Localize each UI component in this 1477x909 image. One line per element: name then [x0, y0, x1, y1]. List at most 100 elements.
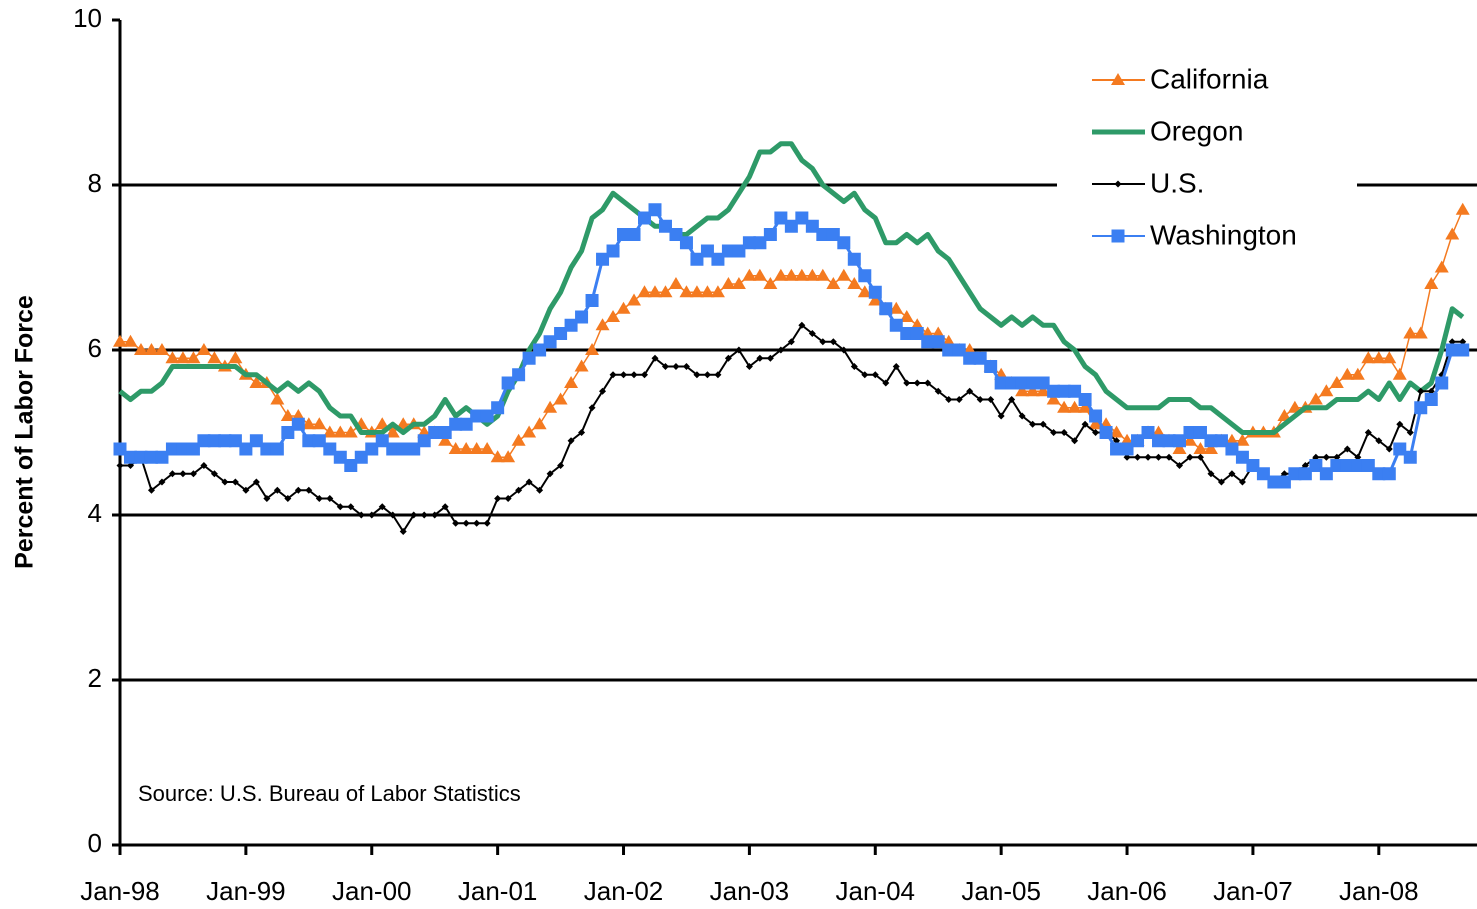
point: [840, 346, 848, 354]
point: [294, 486, 302, 494]
point: [658, 219, 672, 233]
point: [144, 450, 158, 464]
point: [1026, 376, 1040, 390]
point: [955, 396, 963, 403]
point: [1343, 445, 1351, 453]
point: [997, 412, 1005, 420]
point: [721, 244, 735, 258]
point: [501, 376, 515, 390]
point: [1372, 467, 1386, 481]
point: [273, 486, 281, 494]
point: [396, 442, 410, 456]
point: [892, 363, 900, 370]
point: [585, 343, 600, 355]
point: [647, 285, 662, 298]
point: [672, 363, 680, 370]
point: [924, 379, 932, 387]
point: [1050, 429, 1058, 436]
point: [857, 285, 872, 298]
point: [123, 334, 138, 347]
point: [1406, 429, 1414, 436]
point: [113, 442, 127, 456]
point: [1029, 420, 1037, 428]
x-tick-label: Jan-02: [584, 876, 664, 906]
point: [638, 211, 651, 225]
point: [1060, 429, 1068, 436]
point: [994, 376, 1008, 390]
point: [1371, 351, 1386, 364]
point: [1078, 393, 1092, 406]
point: [155, 450, 169, 464]
point: [1340, 459, 1354, 472]
point: [522, 425, 537, 438]
point: [574, 359, 589, 372]
point: [1445, 227, 1460, 240]
point: [1434, 260, 1449, 273]
point: [1217, 478, 1225, 486]
point: [903, 379, 911, 387]
point: [312, 417, 327, 430]
point: [196, 343, 211, 355]
point: [910, 327, 924, 340]
point: [1193, 426, 1207, 439]
point: [144, 343, 159, 355]
point: [703, 371, 711, 379]
point: [343, 425, 358, 438]
point: [512, 368, 526, 382]
point: [1165, 453, 1173, 461]
x-tick-label: Jan-08: [1339, 876, 1419, 906]
point: [441, 503, 449, 511]
point: [525, 478, 533, 486]
point: [1155, 453, 1163, 461]
point: [976, 396, 984, 403]
point: [1298, 467, 1312, 481]
point: [207, 434, 221, 448]
point: [1172, 434, 1186, 448]
x-tick-label: Jan-04: [836, 876, 916, 906]
point: [1382, 467, 1396, 481]
point: [1092, 429, 1100, 436]
point: [1246, 459, 1260, 472]
point: [921, 335, 935, 349]
point: [301, 417, 316, 430]
point: [1186, 453, 1194, 461]
point: [756, 354, 764, 362]
point: [1067, 400, 1082, 413]
point: [1081, 420, 1089, 428]
point: [1182, 433, 1197, 446]
point: [816, 228, 830, 241]
y-tick-label: 4: [88, 498, 102, 528]
point: [627, 228, 641, 241]
point: [533, 343, 547, 357]
point: [987, 396, 995, 403]
point: [494, 495, 502, 502]
point: [1196, 453, 1204, 461]
point: [735, 346, 743, 354]
point: [480, 442, 495, 454]
point: [336, 503, 344, 511]
point: [368, 511, 376, 519]
point: [714, 371, 722, 379]
point: [1071, 437, 1079, 445]
point: [651, 354, 659, 362]
point: [1308, 392, 1323, 405]
point: [116, 462, 124, 469]
point: [501, 450, 516, 463]
point: [448, 442, 463, 454]
point: [1340, 367, 1355, 380]
point: [1036, 376, 1050, 390]
legend-label: Washington: [1150, 219, 1297, 250]
point: [386, 442, 400, 456]
point: [375, 417, 390, 430]
point: [553, 392, 568, 405]
legend-box: [1057, 52, 1357, 262]
point: [1288, 467, 1302, 481]
point: [710, 285, 725, 298]
point: [176, 442, 190, 456]
point: [963, 351, 977, 365]
point: [945, 396, 953, 403]
point: [616, 301, 631, 314]
x-tick-label: Jan-01: [458, 876, 538, 906]
point: [333, 450, 347, 464]
